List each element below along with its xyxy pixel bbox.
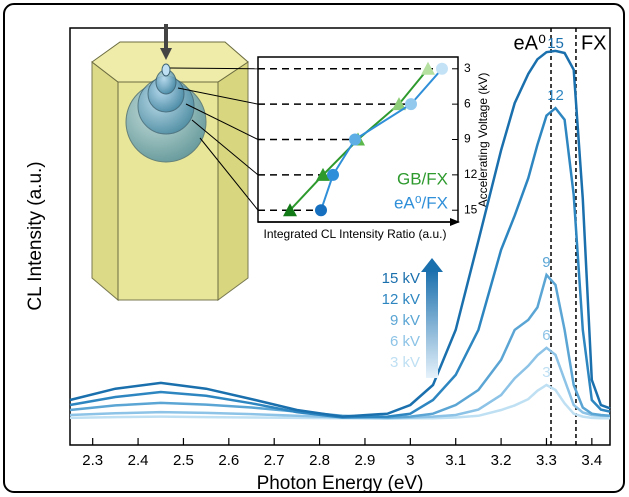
legend-arrow-head bbox=[421, 258, 443, 272]
marker bbox=[316, 167, 330, 181]
x-tick-label: 2.7 bbox=[264, 452, 285, 469]
reference-label: FX bbox=[581, 32, 607, 54]
connector bbox=[191, 119, 259, 176]
connector bbox=[169, 67, 259, 70]
marker bbox=[436, 62, 448, 75]
plot-frame bbox=[69, 27, 611, 446]
x-tick-label: 3.2 bbox=[491, 452, 512, 469]
y-tick-label: 15 bbox=[464, 202, 478, 216]
x-tick-label: 3.1 bbox=[445, 452, 466, 469]
legend-arrow bbox=[426, 270, 438, 378]
beam-arrow-head bbox=[160, 48, 172, 60]
prism-face bbox=[217, 61, 249, 301]
marker bbox=[315, 204, 327, 217]
peak-label: 12 bbox=[547, 87, 564, 104]
legend-label: 3 kV bbox=[390, 354, 420, 371]
series-line bbox=[69, 346, 610, 420]
inset-x-title: Integrated CL Intensity Ratio (a.u.) bbox=[264, 227, 447, 241]
connector bbox=[177, 87, 259, 105]
marker bbox=[405, 98, 417, 111]
series-line bbox=[69, 106, 611, 419]
marker bbox=[283, 203, 297, 217]
series-line bbox=[69, 49, 611, 418]
legend-label: 15 kV bbox=[382, 270, 420, 287]
reference-label: eA⁰ bbox=[514, 32, 546, 54]
y-tick-label: 6 bbox=[464, 96, 471, 110]
marker bbox=[349, 133, 361, 146]
peak-label: 9 bbox=[542, 254, 550, 271]
legend-label: 6 kV bbox=[390, 333, 420, 350]
x-tick-label: 2.4 bbox=[128, 452, 149, 469]
y-tick-label: 12 bbox=[464, 167, 478, 181]
inset-x-arrow-head bbox=[450, 218, 460, 226]
prism bbox=[91, 24, 249, 302]
peak-label: 3 bbox=[542, 364, 550, 381]
peak-label: 6 bbox=[542, 327, 550, 344]
y-tick-label: 9 bbox=[464, 132, 471, 146]
marker bbox=[327, 168, 339, 181]
inset-y-title: Accelerating Voltage (kV) bbox=[476, 73, 490, 208]
connector bbox=[199, 137, 259, 211]
x-tick-label: 3.4 bbox=[581, 452, 602, 469]
series-line bbox=[69, 272, 611, 419]
x-tick-label: 2.8 bbox=[309, 452, 330, 469]
x-tick-label: 3 bbox=[406, 452, 414, 469]
outer-frame bbox=[3, 3, 625, 493]
x-tick-label: 2.5 bbox=[173, 452, 194, 469]
peak-label: 15 bbox=[547, 35, 564, 52]
x-axis-title: Photon Energy (eV) bbox=[257, 473, 424, 494]
connector bbox=[185, 103, 259, 140]
x-tick-label: 2.6 bbox=[218, 452, 239, 469]
x-tick-label: 2.9 bbox=[355, 452, 376, 469]
y-axis-title: CL Intensity (a.u.) bbox=[25, 161, 46, 310]
marker bbox=[392, 97, 406, 111]
legend-label: 12 kV bbox=[382, 291, 420, 308]
x-tick-label: 3.3 bbox=[536, 452, 557, 469]
legend-label: eA⁰/FX bbox=[394, 193, 448, 212]
droplet bbox=[161, 63, 171, 77]
legend-label: 9 kV bbox=[390, 312, 420, 329]
marker bbox=[421, 61, 435, 75]
y-tick-label: 3 bbox=[464, 61, 471, 75]
x-tick-label: 2.3 bbox=[82, 452, 103, 469]
prism-top bbox=[91, 41, 249, 83]
prism-face bbox=[91, 60, 119, 302]
series-line bbox=[69, 383, 610, 420]
legend-label: GB/FX bbox=[397, 169, 448, 188]
